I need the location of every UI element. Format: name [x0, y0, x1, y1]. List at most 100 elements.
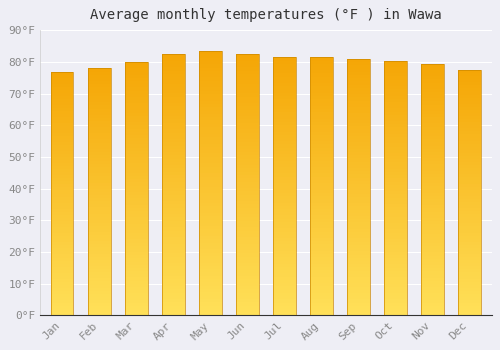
- Bar: [310, 154, 332, 158]
- Bar: [310, 232, 332, 235]
- Bar: [348, 123, 370, 126]
- Bar: [422, 309, 444, 312]
- Bar: [126, 78, 148, 81]
- Bar: [458, 279, 480, 282]
- Bar: [422, 193, 444, 196]
- Bar: [52, 312, 74, 315]
- Bar: [310, 122, 332, 125]
- Bar: [200, 306, 222, 309]
- Bar: [200, 236, 222, 239]
- Bar: [458, 131, 480, 134]
- Bar: [310, 248, 332, 251]
- Bar: [310, 96, 332, 99]
- Bar: [310, 57, 332, 61]
- Bar: [200, 246, 222, 249]
- Bar: [200, 190, 222, 193]
- Bar: [310, 138, 332, 141]
- Bar: [422, 278, 444, 281]
- Bar: [310, 235, 332, 238]
- Bar: [236, 263, 258, 266]
- Bar: [126, 84, 148, 88]
- Bar: [422, 306, 444, 309]
- Bar: [200, 107, 222, 111]
- Bar: [162, 280, 184, 283]
- Bar: [162, 129, 184, 133]
- Bar: [162, 247, 184, 250]
- Bar: [200, 206, 222, 210]
- Bar: [88, 244, 110, 247]
- Bar: [384, 102, 406, 105]
- Bar: [88, 238, 110, 241]
- Bar: [384, 309, 406, 312]
- Bar: [422, 237, 444, 240]
- Bar: [348, 274, 370, 277]
- Bar: [52, 148, 74, 151]
- Bar: [422, 221, 444, 224]
- Bar: [200, 154, 222, 157]
- Bar: [200, 183, 222, 187]
- Bar: [162, 149, 184, 152]
- Bar: [52, 227, 74, 230]
- Bar: [384, 252, 406, 255]
- Bar: [236, 116, 258, 119]
- Bar: [422, 146, 444, 149]
- Bar: [236, 110, 258, 113]
- Bar: [162, 234, 184, 237]
- Bar: [236, 57, 258, 61]
- Bar: [458, 257, 480, 260]
- Bar: [384, 204, 406, 207]
- Bar: [384, 268, 406, 271]
- Bar: [52, 108, 74, 111]
- Bar: [200, 58, 222, 61]
- Bar: [162, 309, 184, 312]
- Bar: [348, 62, 370, 65]
- Bar: [236, 146, 258, 149]
- Bar: [384, 80, 406, 83]
- Bar: [162, 253, 184, 257]
- Bar: [384, 159, 406, 162]
- Bar: [384, 131, 406, 134]
- Bar: [236, 260, 258, 263]
- Bar: [236, 244, 258, 247]
- Bar: [274, 277, 295, 280]
- Bar: [200, 173, 222, 177]
- Bar: [458, 165, 480, 168]
- Bar: [458, 116, 480, 119]
- Bar: [274, 154, 295, 158]
- Bar: [52, 206, 74, 209]
- Bar: [384, 153, 406, 156]
- Bar: [88, 139, 110, 142]
- Bar: [422, 249, 444, 252]
- Bar: [348, 287, 370, 290]
- Bar: [52, 135, 74, 139]
- Bar: [422, 271, 444, 274]
- Bar: [422, 83, 444, 86]
- Bar: [52, 130, 74, 133]
- Bar: [162, 289, 184, 293]
- Bar: [162, 201, 184, 204]
- Bar: [236, 240, 258, 244]
- Bar: [422, 64, 444, 67]
- Bar: [274, 212, 295, 215]
- Bar: [162, 54, 184, 57]
- Bar: [384, 156, 406, 159]
- Bar: [236, 302, 258, 306]
- Bar: [274, 273, 295, 277]
- Bar: [236, 84, 258, 87]
- Bar: [126, 176, 148, 179]
- Bar: [200, 213, 222, 216]
- Bar: [126, 72, 148, 75]
- Bar: [126, 205, 148, 208]
- Bar: [88, 112, 110, 115]
- Bar: [88, 115, 110, 118]
- Bar: [384, 178, 406, 182]
- Bar: [236, 185, 258, 188]
- Bar: [348, 184, 370, 187]
- Bar: [310, 228, 332, 232]
- Bar: [126, 62, 148, 65]
- Bar: [126, 255, 148, 258]
- Bar: [88, 192, 110, 195]
- Bar: [274, 70, 295, 74]
- Bar: [422, 256, 444, 259]
- Bar: [274, 112, 295, 116]
